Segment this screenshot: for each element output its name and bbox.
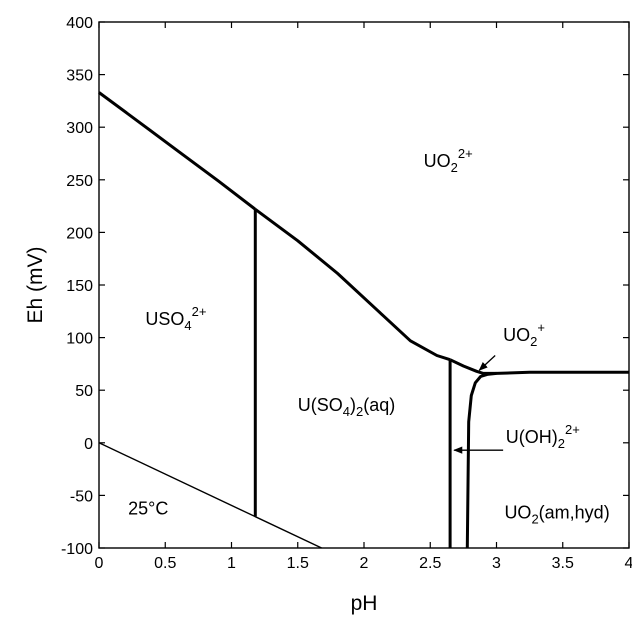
y-tick-label: 400 bbox=[66, 15, 93, 32]
uo2-plus-arrow bbox=[478, 355, 496, 371]
y-tick-label: 250 bbox=[66, 173, 93, 190]
x-tick-label: 2 bbox=[360, 555, 369, 572]
y-tick-label: 350 bbox=[66, 68, 93, 85]
boundary-lines bbox=[98, 91, 629, 549]
x-tick-label: 1.5 bbox=[287, 555, 309, 572]
region-label: UO2(am,hyd) bbox=[504, 503, 609, 527]
region-label: U(SO4)2(aq) bbox=[298, 395, 395, 419]
region-label: UO2+ bbox=[503, 320, 545, 349]
phase-boundary-line bbox=[98, 91, 257, 211]
y-tick-label: 50 bbox=[75, 383, 93, 400]
x-tick-label: 0.5 bbox=[154, 555, 176, 572]
y-tick-label: -50 bbox=[70, 488, 93, 505]
phase-boundary-line bbox=[254, 208, 451, 362]
x-tick-labels: 0 0.5 1 1.5 2 2.5 3 3.5 4 bbox=[95, 555, 632, 572]
y-tick-label: 200 bbox=[66, 225, 93, 242]
x-tick-label: 3 bbox=[492, 555, 501, 572]
x-tick-label: 2.5 bbox=[419, 555, 441, 572]
x-axis-title: pH bbox=[351, 592, 378, 615]
annotation-arrows bbox=[453, 355, 504, 454]
y-tick-label: 150 bbox=[66, 278, 93, 295]
x-tick-label: 3.5 bbox=[552, 555, 574, 572]
x-tick-label: 4 bbox=[625, 555, 632, 572]
region-label: UO22+ bbox=[424, 146, 473, 175]
y-axis-title: Eh (mV) bbox=[24, 246, 47, 323]
y-tick-label: 100 bbox=[66, 331, 93, 348]
region-label: U(OH)22+ bbox=[506, 422, 580, 451]
water-stability-line bbox=[98, 442, 322, 549]
plot-area bbox=[98, 21, 630, 549]
phase-boundary-line bbox=[465, 371, 497, 549]
y-tick-label: 300 bbox=[66, 120, 93, 137]
y-tick-label: -100 bbox=[61, 541, 93, 558]
region-label: 25°C bbox=[128, 498, 168, 518]
tick-marks bbox=[98, 21, 630, 549]
region-labels: UO22+ USO42+ U(SO4)2(aq) UO2+ U(OH)22+ UO2(am… bbox=[128, 146, 610, 526]
x-tick-label: 1 bbox=[227, 555, 236, 572]
phase-boundary-line bbox=[496, 370, 629, 375]
y-tick-labels: -100 -50 0 50 100 150 200 250 300 350 400 bbox=[61, 15, 93, 558]
y-tick-label: 0 bbox=[84, 436, 93, 453]
x-tick-label: 0 bbox=[95, 555, 104, 572]
region-label: USO42+ bbox=[145, 304, 206, 333]
